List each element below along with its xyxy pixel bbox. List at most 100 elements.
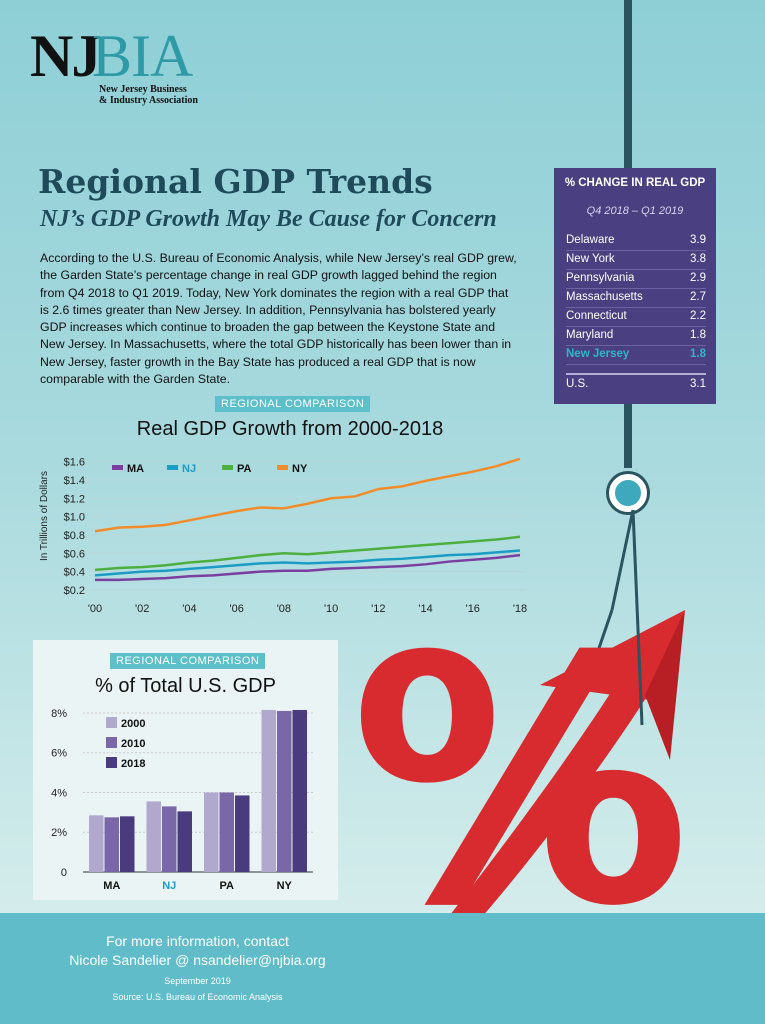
table-row: New York 3.8 [566,250,706,270]
legend-label: MA [127,463,144,475]
y-tick-label: $0.8 [64,530,85,542]
row-name: U.S. [566,378,589,390]
legend-swatch [222,465,233,470]
y-tick-label: 2% [51,827,67,839]
row-value: 2.9 [690,272,706,284]
legend-swatch [106,737,117,748]
bar-ma-2018 [120,816,135,872]
table-subtitle: Q4 2018 – Q1 2019 [586,205,684,217]
row-value: 3.1 [690,378,706,390]
line-chart: $0.2 $0.4 $0.6 $0.8 $1.0 $1.2 $1.4 $1.6 '00 '02 '0… [64,457,528,615]
gdp-change-table: % CHANGE IN REAL GDP Q4 2018 – Q1 2019 D… [554,168,716,404]
x-tick-label: '08 [277,603,291,615]
legend-label: 2000 [121,718,145,730]
logo-line-1: New Jersey Business [99,84,187,95]
row-value: 1.8 [690,329,706,341]
bar-nj-2018 [177,811,192,872]
row-name: Connecticut [566,310,627,322]
percent-symbol: % [350,585,691,925]
arrow-head-left [540,610,685,700]
arrow-head-right [645,610,685,760]
x-tick-label: '16 [466,603,480,615]
series-line-ny [94,457,521,533]
page-title: Regional GDP Trends [38,162,433,201]
legend-label: PA [237,463,252,475]
legend-swatch [106,717,117,728]
series-line-pa [94,535,521,572]
legend-label: NJ [182,463,196,475]
y-tick-label: $0.6 [64,548,85,560]
row-name: Maryland [566,329,614,341]
x-tick-label: '14 [418,603,432,615]
hook-wire-left [610,509,635,611]
line-chart-title: Real GDP Growth from 2000-2018 [136,418,444,440]
legend-swatch [106,757,117,768]
x-tick-label: '18 [513,603,527,615]
hook-wire-right [631,509,644,726]
bar-nj-2010 [162,806,177,872]
table-row: Maryland 1.8 [566,326,706,346]
logo-nj: NJ [30,23,101,89]
bar-ma-2000 [89,815,104,872]
table-row: Delaware 3.9 [566,231,706,251]
row-value: 2.7 [690,291,706,303]
bar-pa-2018 [235,795,250,872]
row-value: 3.9 [690,234,706,246]
legend-label: 2010 [121,738,145,750]
table-row-highlight: New Jersey 1.8 [566,345,706,365]
logo-line-2: & Industry Association [99,95,198,106]
x-tick-label: '02 [135,603,149,615]
section-label-line: REGIONAL COMPARISON [215,396,371,412]
y-tick-label: 0 [61,867,67,879]
arrow-shaft [450,645,665,925]
y-tick-label: 6% [51,748,67,760]
bar-pa-2010 [219,792,234,872]
row-value: 3.8 [690,253,706,265]
series-line-nj [94,549,521,577]
y-tick-label: $0.4 [64,567,85,579]
legend-label: 2018 [121,758,145,770]
table-row: Massachusetts 2.7 [566,288,706,308]
table-row: Connecticut 2.2 [566,307,706,327]
legend-label: NY [292,463,308,475]
table-title: % CHANGE IN REAL GDP [564,177,706,189]
x-tick-label: '00 [88,603,102,615]
x-tick-label: NJ [162,880,176,892]
intro-paragraph: According to the U.S. Bureau of Economic… [40,251,517,387]
x-tick-label: '10 [324,603,338,615]
y-tick-label: $1.0 [64,512,85,524]
bar-ny-2018 [292,709,307,872]
footer-contact-email: Nicole Sandelier @ nsandelier@njbia.org [69,952,326,968]
table-row-us: U.S. 3.1 [566,373,706,394]
logo-bia: BIA [92,23,193,89]
page-subtitle: NJ’s GDP Growth May Be Cause for Concern [40,206,497,232]
bar-pa-2000 [204,792,219,872]
row-name: Delaware [566,234,615,246]
bar-nj-2000 [146,801,161,872]
bar-chart: 0 2% 4% 6% 8% MA NJ PA NY 2000 2010 2018 [51,708,313,892]
row-name: New York [566,253,615,265]
x-tick-label: '06 [229,603,243,615]
legend-swatch [112,465,123,470]
x-tick-label: MA [103,880,120,892]
y-tick-label: $1.4 [64,475,85,487]
legend-swatch [167,465,178,470]
bar-ny-2010 [277,710,292,872]
bar-ma-2010 [104,817,119,872]
footer-contact-line: For more information, contact [106,933,289,949]
y-tick-label: $0.2 [64,585,85,597]
legend-swatch [277,465,288,470]
row-name: Pennsylvania [566,272,635,284]
hook-wire-low [581,609,614,696]
row-value: 2.2 [690,310,706,322]
y-tick-label: $1.2 [64,493,85,505]
y-tick-label: 8% [51,708,67,720]
x-tick-label: NY [277,880,293,892]
y-tick-label: $1.6 [64,457,85,469]
x-tick-label: '04 [182,603,196,615]
footer-source: Source: U.S. Bureau of Economic Analysis [112,992,283,1002]
table-row: Pennsylvania 2.9 [566,269,706,289]
x-tick-label: '12 [371,603,385,615]
bar-ny-2000 [261,709,276,872]
hook-ring-icon [609,474,647,512]
